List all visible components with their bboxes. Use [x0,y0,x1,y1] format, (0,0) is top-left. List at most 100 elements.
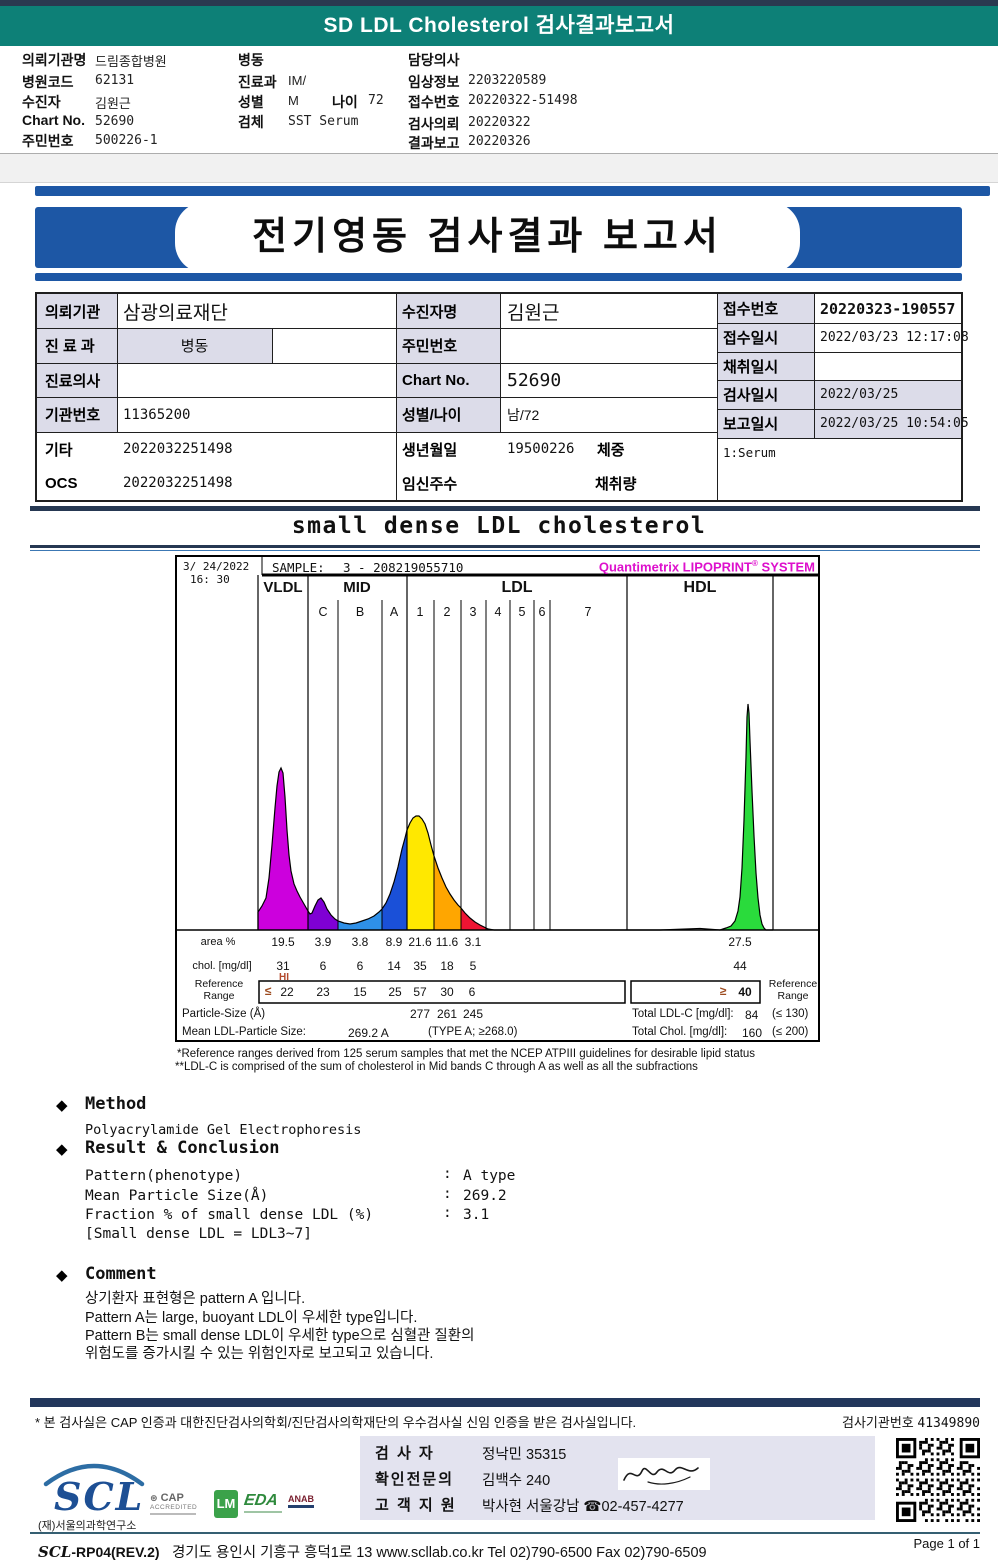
accreditation-note: * 본 검사실은 CAP 인증과 대한진단검사의학회/진단검사의학재단의 우수검… [35,1415,637,1430]
eda-text: EDA [242,1492,280,1509]
row-label: 진료의사 [45,372,101,390]
ref-value: 15 [353,985,367,999]
field-label: 담당의사 [408,52,460,68]
result-heading: Result & Conclusion [85,1138,280,1158]
mid-c-fill [308,898,338,930]
ward-cell-bg [117,328,272,363]
trace-outline [257,703,773,931]
row-value: 19500226 [507,441,575,457]
ref-label-right-line1: Reference [768,978,818,990]
cap-text: CAP [160,1492,184,1504]
green-lab-text: LM [216,1496,236,1511]
ref-value: 23 [316,985,330,999]
row-value: 삼광의료재단 [123,302,228,324]
diamond-icon: ◆ [56,1097,68,1114]
group-label-ldl: LDL [501,579,533,596]
area-value: 8.9 [385,935,403,949]
electrophoresis-trace [175,555,820,1042]
row-label: 채취일시 [723,358,779,376]
title-tab: 전기영동 검사결과 보고서 [175,202,800,273]
ge-symbol: ≥ [719,984,727,998]
sample-label: SAMPLE: [272,560,325,575]
lab-number: 검사기관번호 41349890 [790,1412,980,1431]
row-value: 2022/03/23 12:17:08 [820,330,969,345]
section-bottom-rule [30,545,980,548]
lab-number-label: 검사기관번호 [841,1415,914,1430]
result-row-colon: : [443,1186,452,1202]
field-label: 접수번호 [408,94,460,110]
anab-text: ANAB [288,1494,314,1504]
cap-sub-text: ACCREDITED [150,1504,198,1511]
result-row-colon: : [443,1205,452,1221]
chol-value: 18 [440,959,454,973]
chol-value: 5 [469,959,477,973]
vldl-fill [258,768,308,930]
total-ldl-value: 84 [745,1008,759,1022]
band-label: 1 [416,605,424,619]
field-label: 임상정보 [408,74,460,90]
staff-value: 김백수 240 [482,1473,551,1489]
area-value: 3.1 [464,935,482,949]
area-value: 3.9 [314,935,332,949]
ref-label-line1: Reference [194,978,244,990]
cert-logos: ⊛ CAP ACCREDITED LM EDA ANAB [150,1490,320,1528]
ref-label-right-line2: Range [777,990,809,1002]
area-value: 19.5 [271,935,295,949]
staff-value: 박사현 서울강남 ☎02-457-4277 [482,1499,684,1515]
group-label-vldl: VLDL [263,579,303,596]
page-number: Page 1 of 1 [913,1536,981,1551]
band-label: 4 [494,605,502,619]
embedded-label: 채취량 [595,475,637,493]
field-value: 드림종합병원 [95,54,167,69]
row-label: 접수번호 [723,301,779,318]
qr-code [896,1438,980,1522]
label-col-bg [717,294,814,438]
patient-info-block: 의뢰기관명 드림종합병원 병원코드 62131 수진자 김원근 Chart No… [0,46,998,153]
divider-band [0,153,998,183]
row-label: OCS [45,474,78,492]
result-note: [Small dense LDL = LDL3~7] [85,1226,312,1242]
field-label: 나이 [332,94,358,110]
total-ldl-label: Total LDL-C [mg/dl]: [632,1008,734,1020]
row-label: 보고일시 [723,416,779,433]
comment-line: Pattern B는 small dense LDL이 우세한 type으로 심… [85,1328,475,1344]
serum-note: 1:Serum [723,444,776,460]
staff-label: 고 객 지 원 [375,1497,457,1514]
particle-size: 261 [436,1007,458,1021]
band-label: 3 [469,605,477,619]
result-row-value: 269.2 [463,1188,507,1204]
chol-value: 6 [319,959,327,973]
field-value: IM/ [288,73,307,88]
doc-info-line: SCL-RP04(REV.2) 경기도 용인시 기흥구 흥덕1로 13 www.… [38,1541,707,1562]
ref-value: 25 [388,985,402,999]
le-symbol: ≤ [264,984,272,998]
doc-code-prefix: SCL [38,1543,72,1561]
group-label-hdl: HDL [683,579,717,596]
staff-box: 검 사 자 정낙민 35315 확인전문의 김백수 240 고 객 지 원 박사… [360,1436,875,1520]
band-label: B [355,605,365,619]
diamond-icon: ◆ [56,1267,68,1284]
field-value: 20220322-51498 [468,93,578,108]
result-row-label: Fraction % of small dense LDL (%) [85,1207,374,1223]
row-label: 기타 [45,441,73,459]
ref-value: 22 [280,985,294,999]
section-top-rule [30,506,980,511]
field-label: 의뢰기관명 [22,52,87,68]
area-value: 21.6 [408,935,432,949]
row-value: 52690 [507,369,562,391]
title-band: 전기영동 검사결과 보고서 [35,202,962,273]
green-lab-logo: LM [214,1490,238,1518]
field-value: 72 [368,93,384,108]
lab-number-value: 41349890 [917,1416,980,1431]
section-bottom-rule-thin [30,550,980,551]
row-label: Chart No. [402,371,470,389]
ldl1-fill [407,816,434,930]
row-label: 임신주수 [402,475,458,493]
row-value: 20220323-190557 [820,299,956,318]
brand-name: Quantimetrix LIPOPRINT [598,559,752,575]
field-label: 수진자 [22,94,61,110]
chol-value: 14 [387,959,401,973]
chol-row-label: chol. [mg/dl] [192,960,252,972]
row-value: 김원근 [507,302,560,324]
